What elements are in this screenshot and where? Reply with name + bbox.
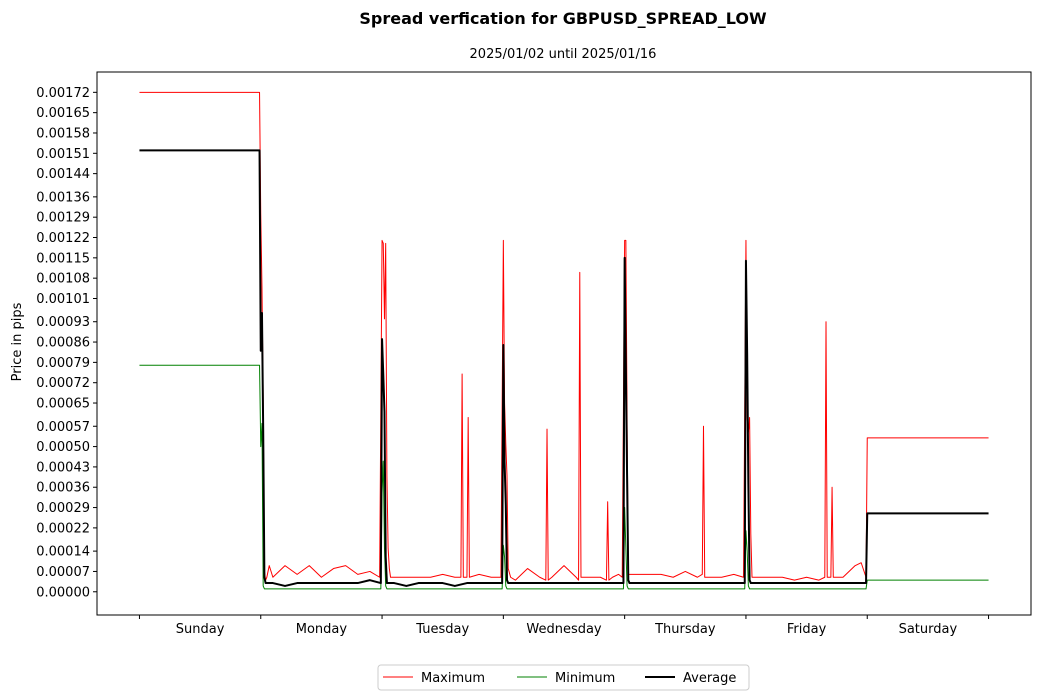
chart-subtitle: 2025/01/02 until 2025/01/16 — [470, 47, 657, 62]
x-tick-label: Thursday — [654, 622, 716, 637]
x-axis: Sunday Monday Tuesday Wednesday Thursday Frid… — [138, 615, 990, 637]
y-tick-label: 0.00158 — [36, 126, 90, 141]
chart-title: Spread verfication for GBPUSD_SPREAD_LOW — [359, 9, 767, 28]
x-tick-label: Saturday — [899, 622, 958, 637]
y-tick-label: 0.00136 — [36, 190, 90, 205]
y-tick-label: 0.00115 — [36, 251, 90, 266]
y-tick-label: 0.00007 — [36, 565, 90, 580]
x-tick-label: Monday — [296, 622, 348, 637]
legend: Maximum Minimum Average — [377, 664, 750, 691]
y-tick-label: 0.00129 — [36, 211, 90, 226]
y-tick-label: 0.00144 — [36, 167, 90, 182]
series-line-average — [139, 149, 989, 587]
series-line-maximum — [139, 91, 989, 581]
y-tick-label: 0.00101 — [36, 292, 90, 307]
y-tick-label: 0.00000 — [36, 585, 90, 600]
y-tick-label: 0.00057 — [36, 420, 90, 435]
y-tick-label: 0.00036 — [36, 481, 90, 496]
y-tick-label: 0.00093 — [36, 315, 90, 330]
y-tick-label: 0.00014 — [36, 545, 90, 560]
y-axis-label: Price in pips — [10, 302, 25, 381]
y-tick-label: 0.00029 — [36, 501, 90, 516]
legend-box — [377, 664, 750, 691]
series-lines — [139, 91, 989, 590]
y-tick-label: 0.00122 — [36, 231, 90, 246]
y-tick-label: 0.00151 — [36, 147, 90, 162]
x-tick-label: Tuesday — [415, 622, 469, 637]
y-axis: 0.00000 0.00007 0.00014 0.00022 0.00029 0.000… — [36, 86, 97, 600]
y-tick-label: 0.00165 — [36, 106, 90, 121]
y-tick-label: 0.00043 — [36, 460, 90, 475]
y-tick-label: 0.00108 — [36, 272, 90, 287]
y-tick-label: 0.00079 — [36, 356, 90, 371]
legend-label-minimum: Minimum — [555, 671, 615, 686]
x-tick-label: Wednesday — [526, 622, 602, 637]
y-tick-label: 0.00022 — [36, 521, 90, 536]
legend-label-average: Average — [683, 671, 736, 686]
y-tick-label: 0.00086 — [36, 336, 90, 351]
series-line-minimum — [139, 364, 989, 590]
x-tick-label: Friday — [787, 622, 827, 637]
plot-frame — [96, 71, 1032, 616]
y-tick-label: 0.00065 — [36, 397, 90, 412]
y-tick-label: 0.00050 — [36, 440, 90, 455]
x-tick-label: Sunday — [176, 622, 225, 637]
legend-label-maximum: Maximum — [421, 671, 485, 686]
y-tick-label: 0.00072 — [36, 376, 90, 391]
y-tick-label: 0.00172 — [36, 86, 90, 101]
